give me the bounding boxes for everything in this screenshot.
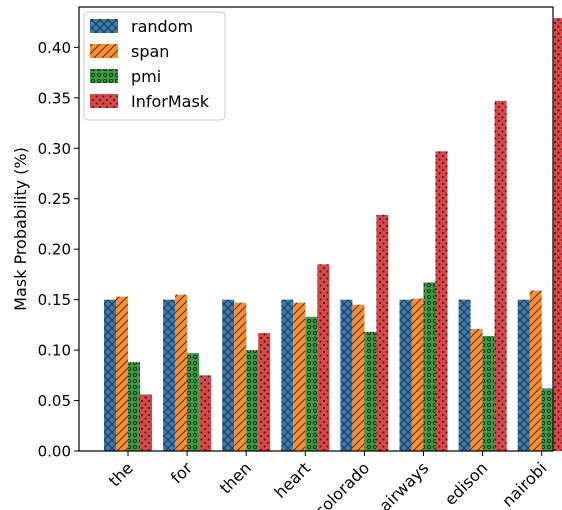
- bar-random-for: [163, 299, 176, 451]
- bar-pmi-airways: [423, 282, 436, 451]
- bar-pmi-nairobi: [541, 388, 554, 451]
- legend-label-random: random: [131, 17, 193, 36]
- bar-random-heart: [281, 299, 294, 451]
- legend-box: [83, 11, 226, 121]
- legend-label-pmi: pmi: [131, 67, 161, 86]
- bar-informask-then: [258, 332, 271, 451]
- bar-informask-heart: [317, 264, 330, 451]
- bar-pmi-for: [187, 353, 200, 451]
- legend-label-informask: InforMask: [131, 92, 210, 111]
- bar-random-edison: [458, 299, 471, 451]
- bar-informask-edison: [494, 100, 507, 451]
- bar-informask-nairobi: [553, 18, 562, 451]
- bar-span-nairobi: [529, 290, 542, 451]
- y-tick-label: 0.30: [38, 140, 71, 158]
- y-tick-label: 0.05: [38, 392, 71, 410]
- bar-informask-for: [199, 375, 212, 451]
- bar-span-airways: [411, 298, 424, 451]
- bar-pmi-edison: [482, 335, 495, 451]
- y-tick-label: 0.40: [38, 39, 71, 57]
- bar-informask-colorado: [376, 214, 389, 451]
- y-tick-label: 0.35: [38, 89, 71, 107]
- bar-pmi-then: [246, 350, 259, 451]
- bar-informask-airways: [435, 151, 448, 452]
- bar-span-the: [116, 296, 128, 451]
- bar-random-the: [104, 299, 116, 451]
- bar-pmi-heart: [305, 316, 318, 451]
- legend-label-span: span: [131, 42, 169, 61]
- x-tick-label-nairobi: nairobi: [498, 458, 550, 510]
- legend: random span pmi InforMask: [83, 11, 226, 121]
- y-tick-label: 0.20: [38, 241, 71, 259]
- bar-random-then: [222, 299, 235, 451]
- legend-swatch-span: [90, 44, 118, 58]
- y-tick-label: 0.10: [38, 342, 71, 360]
- bar-span-for: [175, 294, 188, 451]
- y-tick-label: 0.00: [38, 443, 71, 461]
- y-tick-label: 0.15: [38, 291, 71, 309]
- legend-swatch-random: [90, 19, 118, 33]
- legend-swatch-pmi: [90, 69, 118, 83]
- bar-random-colorado: [340, 299, 353, 451]
- x-tick-label-heart: heart: [271, 458, 315, 502]
- y-axis-label: Mask Probability (%): [11, 147, 30, 311]
- plot-frame: [78, 6, 554, 452]
- bar-span-colorado: [352, 304, 365, 451]
- bar-span-heart: [293, 302, 306, 451]
- x-tick-label-then: then: [216, 458, 255, 497]
- bar-informask-the: [140, 394, 152, 451]
- bar-span-then: [234, 302, 247, 451]
- bar-random-nairobi: [517, 299, 530, 451]
- bar-pmi-colorado: [364, 331, 377, 451]
- x-tick-label-edison: edison: [441, 458, 492, 509]
- y-tick-label: 0.25: [38, 190, 71, 208]
- bar-span-edison: [470, 328, 483, 451]
- x-tick-label-for: for: [167, 458, 196, 487]
- bar-random-airways: [399, 299, 412, 451]
- bar-pmi-the: [128, 362, 140, 451]
- x-tick-label-airways: airways: [375, 458, 432, 510]
- x-tick-label-the: the: [105, 458, 137, 490]
- legend-swatch-informask: [90, 94, 118, 108]
- x-tick-label-colorado: colorado: [311, 458, 373, 510]
